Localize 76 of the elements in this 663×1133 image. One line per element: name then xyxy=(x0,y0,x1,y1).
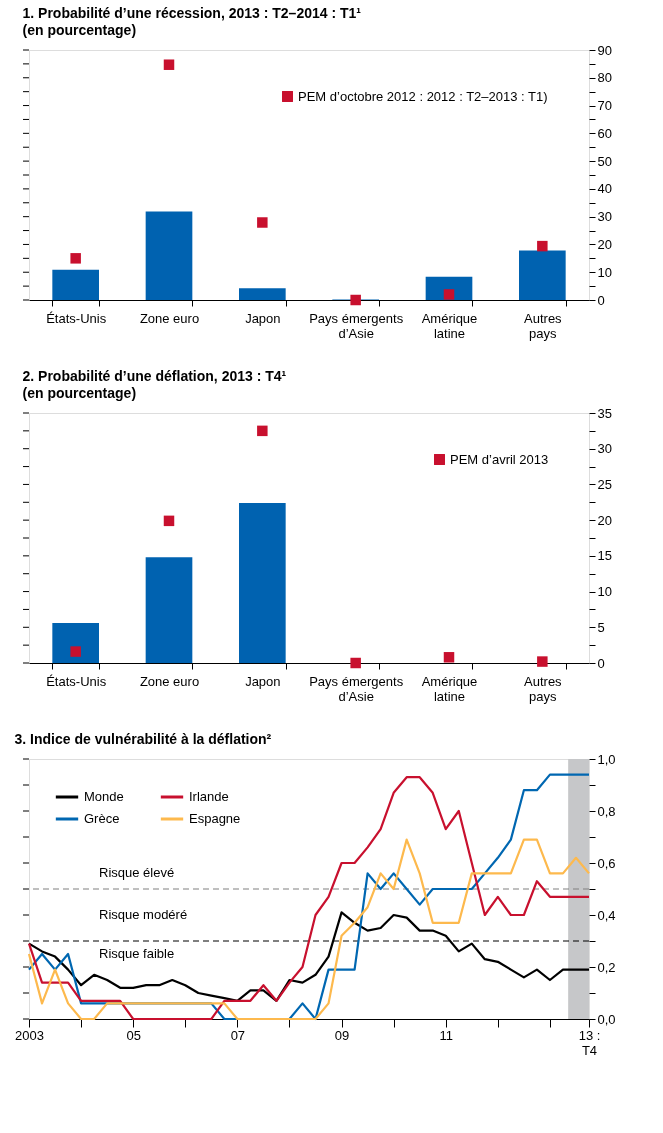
x-tick-label: 05 xyxy=(126,1027,141,1043)
x-tick-label: Amérique latine xyxy=(421,310,478,341)
y-tick-label: 1,0 xyxy=(597,751,616,767)
legend-label: Irlande xyxy=(189,789,229,804)
x-tick-label: Zone euro xyxy=(139,673,200,689)
annotation: Risque élevé xyxy=(99,865,175,881)
y-tick-label: 10 xyxy=(597,584,612,600)
bar xyxy=(239,503,286,663)
x-tick-label: États-Unis xyxy=(46,673,107,689)
y-tick-label: 0,6 xyxy=(597,855,616,871)
y-tick-label: 0,4 xyxy=(597,907,616,923)
bar xyxy=(52,623,99,663)
point xyxy=(537,656,548,667)
x-tick-label: 11 xyxy=(439,1027,453,1043)
x-tick-label: Pays émergents d’Asie xyxy=(309,310,404,341)
bar xyxy=(145,211,193,300)
y-tick-label: 0,2 xyxy=(597,959,616,975)
x-tick-label: Autres pays xyxy=(524,310,563,341)
point xyxy=(70,646,81,657)
y-tick-label: 0,8 xyxy=(597,803,616,819)
x-tick-label: Japon xyxy=(245,673,281,689)
legend-label: PEM d’avril 2013 xyxy=(450,451,549,467)
y-tick-label: 25 xyxy=(597,476,612,492)
y-tick-label: 5 xyxy=(597,619,605,635)
x-tick-label: 2003 xyxy=(15,1027,44,1043)
chart-subtitle: (en pourcentage) xyxy=(22,22,137,38)
chart-title: 2. Probabilité d’une déflation, 2013 : T4¹ xyxy=(22,368,287,384)
x-tick-label: Pays émergents d’Asie xyxy=(309,673,404,704)
point xyxy=(257,217,268,228)
bar xyxy=(52,269,99,300)
chart-title: 1. Probabilité d’une récession, 2013 : T2–2014 : T1¹ xyxy=(22,5,362,21)
legend-label: Monde xyxy=(84,789,124,804)
annotation: Risque faible xyxy=(99,946,175,961)
x-tick-label: Autres pays xyxy=(524,673,563,704)
y-tick-label: 10 xyxy=(597,264,612,280)
y-tick-label: 70 xyxy=(597,98,612,114)
y-tick-label: 0 xyxy=(597,292,605,308)
point xyxy=(350,657,361,669)
point xyxy=(163,59,175,70)
point xyxy=(70,253,81,264)
x-tick-label: États-Unis xyxy=(46,310,107,326)
y-tick-label: 30 xyxy=(597,209,612,225)
point xyxy=(163,515,175,527)
y-tick-label: 40 xyxy=(597,181,612,197)
y-tick-label: 0 xyxy=(597,655,605,671)
y-tick-label: 0,0 xyxy=(597,1011,616,1027)
point xyxy=(257,425,268,437)
bar xyxy=(145,557,193,663)
x-tick-label: Amérique latine xyxy=(421,673,478,704)
y-tick-label: 90 xyxy=(597,42,612,58)
x-tick-label: 07 xyxy=(230,1027,246,1043)
y-tick-label: 80 xyxy=(597,70,612,86)
point xyxy=(443,652,455,663)
y-tick-label: 30 xyxy=(597,441,612,457)
x-tick-label: 09 xyxy=(334,1027,350,1043)
point xyxy=(443,289,455,300)
bar xyxy=(425,276,473,300)
x-tick-label: 13 : T4 xyxy=(578,1027,601,1058)
y-tick-label: 50 xyxy=(597,153,612,169)
y-tick-label: 35 xyxy=(597,405,612,421)
chart-title: 3. Indice de vulnérabilité à la déflation² xyxy=(14,731,272,747)
chart-subtitle: (en pourcentage) xyxy=(22,385,137,401)
legend-label: PEM d’octobre 2012 : 2012 : T2–2013 : T1) xyxy=(298,88,548,104)
bar xyxy=(519,250,566,300)
annotation: Risque modéré xyxy=(99,907,188,922)
legend-label: Espagne xyxy=(189,811,241,826)
legend-label: Grèce xyxy=(84,811,120,826)
point xyxy=(350,294,361,306)
bar xyxy=(239,288,286,300)
y-tick-label: 60 xyxy=(597,125,612,141)
x-tick-label: Zone euro xyxy=(139,310,200,326)
y-tick-label: 15 xyxy=(597,548,612,564)
x-tick-label: Japon xyxy=(245,310,281,326)
y-tick-label: 20 xyxy=(597,236,612,252)
y-tick-label: 20 xyxy=(597,512,612,528)
point xyxy=(537,240,548,252)
